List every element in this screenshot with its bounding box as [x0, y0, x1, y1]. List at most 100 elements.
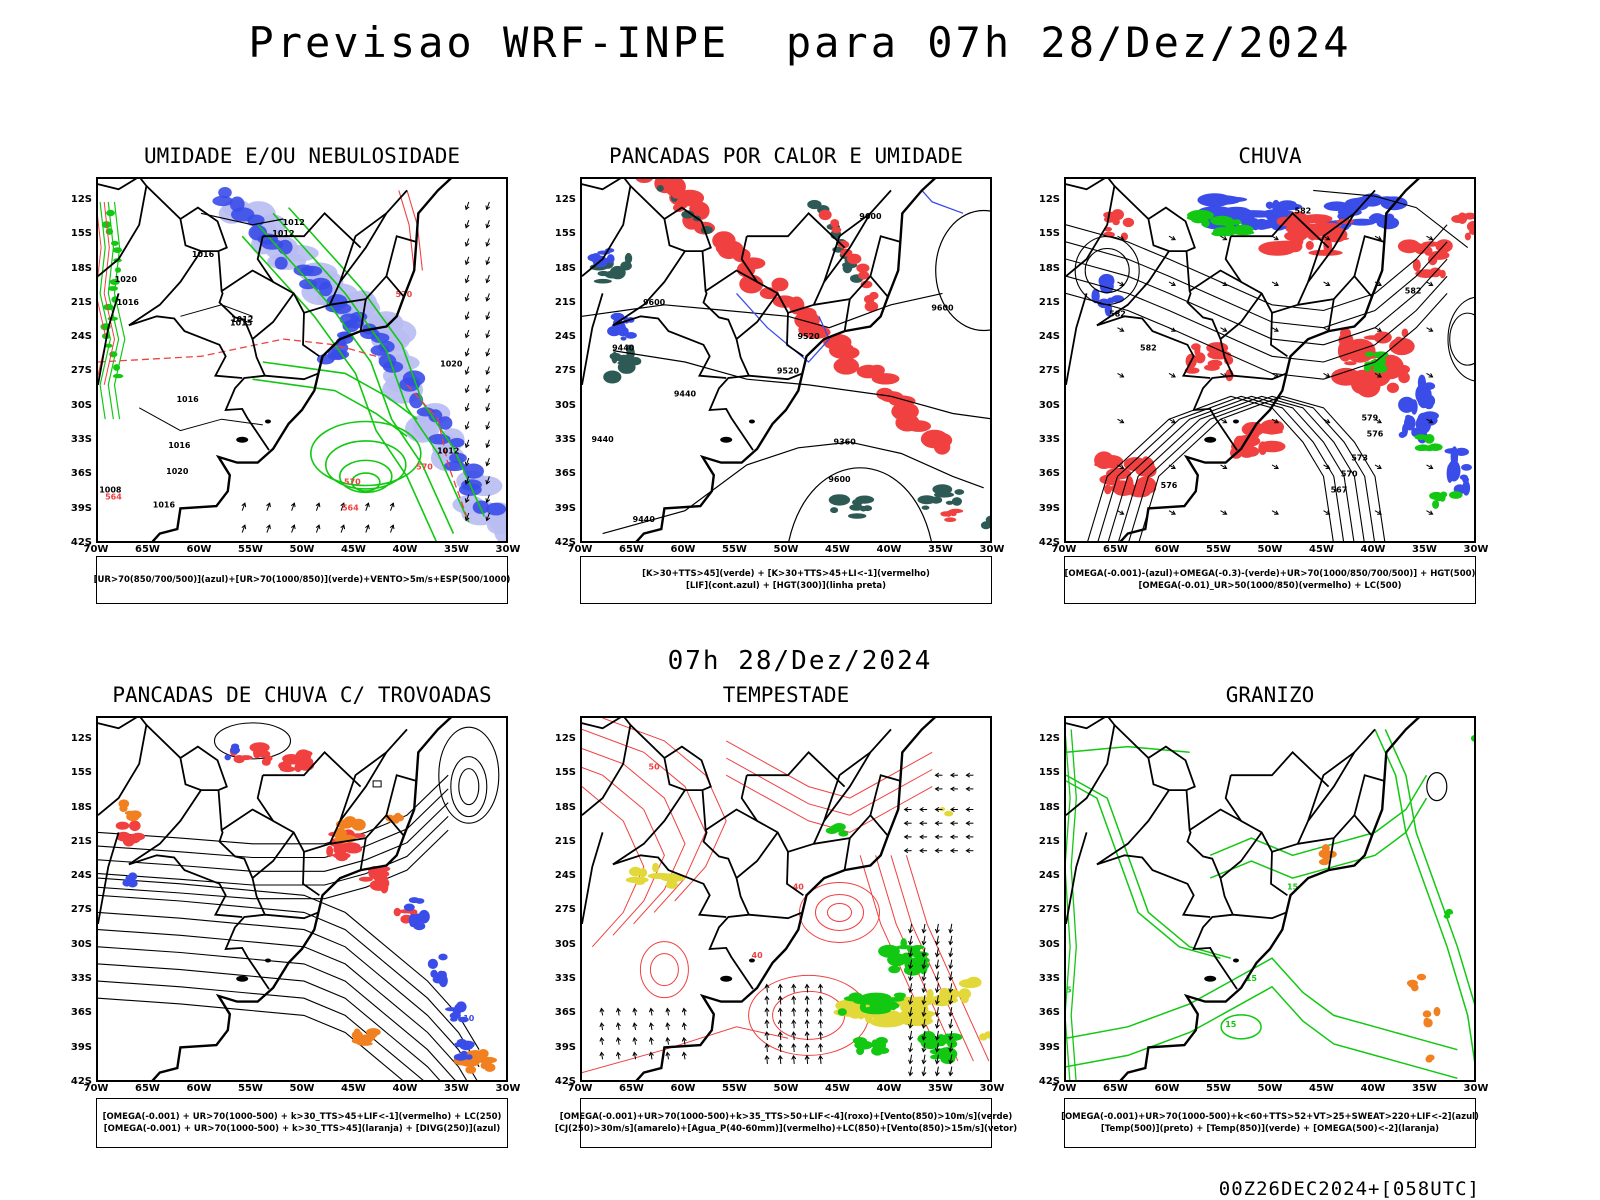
field-blob: [652, 862, 659, 873]
wind-vector: [600, 1052, 604, 1060]
field-blob: [1423, 445, 1435, 452]
latitude-label: 24S: [70, 870, 92, 882]
longitude-label: 70W: [1051, 544, 1077, 555]
wind-arrowhead: [934, 988, 940, 994]
field-blob: [846, 253, 862, 265]
border-line: [823, 751, 871, 822]
border-line: [1066, 293, 1088, 386]
wind-vector: [633, 1052, 637, 1060]
border-line: [843, 274, 889, 332]
contour-line: [98, 774, 449, 845]
wind-vector: [779, 996, 782, 1005]
wind-arrowhead: [485, 351, 491, 357]
wind-arrowhead: [934, 1035, 940, 1041]
wind-vector: [486, 329, 490, 338]
longitude-label: 35W: [444, 544, 469, 555]
wind-vector: [922, 935, 926, 945]
wind-vector: [465, 457, 470, 466]
field-blob: [366, 1028, 381, 1037]
field-blob: [593, 278, 612, 284]
wind-vector: [1168, 418, 1176, 424]
wind-arrowhead: [464, 315, 470, 321]
wind-arrowhead: [934, 848, 940, 854]
wind-vector: [390, 503, 394, 511]
latitude-label: 33S: [1038, 434, 1060, 446]
wind-arrowhead: [1428, 281, 1434, 286]
wind-vector: [1323, 372, 1330, 378]
coastline: [151, 718, 453, 1080]
field-blob: [1416, 973, 1427, 981]
wind-arrowhead: [464, 498, 470, 504]
legend-text: [OMEGA(-0.001)+UR>70(1000-500)+k>35_TTS>…: [559, 1112, 1013, 1122]
wind-arrowhead: [777, 995, 783, 1001]
field-blob: [1398, 396, 1416, 413]
field-blob: [109, 279, 120, 285]
contour-label: 570: [344, 477, 361, 486]
field-blob: [954, 489, 965, 495]
field-blob: [620, 261, 632, 271]
field-blob: [1232, 219, 1242, 225]
border-line: [612, 854, 727, 918]
latitude-label: 15S: [554, 228, 576, 240]
border-line: [1096, 250, 1170, 327]
wind-arrowhead: [485, 388, 491, 394]
wind-arrowhead: [934, 964, 940, 970]
border-line: [1307, 212, 1355, 283]
field-blob: [300, 265, 323, 277]
border-line: [128, 315, 243, 379]
contour-line: [582, 748, 686, 925]
wind-arrowhead: [948, 1035, 954, 1041]
legend-text: [K>30+TTS>45](verde) + [K>30+TTS>45+LI<-…: [642, 569, 930, 579]
wind-arrowhead: [507, 498, 509, 502]
field-blob: [1471, 736, 1474, 742]
wind-arrowhead: [934, 1059, 940, 1065]
wind-vector: [507, 202, 508, 210]
border-line: [1270, 312, 1288, 358]
wind-arrowhead: [903, 848, 909, 854]
wind-vector: [949, 1007, 953, 1017]
contour-label: 9440: [633, 515, 656, 524]
field-blob: [393, 907, 401, 917]
wind-arrowhead: [365, 502, 370, 508]
border-line: [786, 851, 804, 897]
field-blob: [666, 880, 678, 889]
lagoon: [1204, 975, 1217, 982]
wind-arrowhead: [464, 241, 470, 247]
field-blob: [449, 1012, 461, 1020]
longitude-label: 55W: [238, 1083, 263, 1094]
field-blob: [449, 437, 465, 448]
field-blob: [625, 876, 649, 884]
wind-arrowhead: [464, 333, 470, 339]
field-blob: [1414, 434, 1428, 440]
wind-vector: [922, 971, 926, 981]
field-blob: [1459, 474, 1468, 481]
map-canvas: 15 15 15 15: [1066, 718, 1474, 1080]
wind-arrowhead: [615, 1051, 621, 1057]
wind-vector: [650, 1008, 653, 1016]
wind-arrowhead: [507, 462, 509, 466]
wind-arrowhead: [1325, 464, 1331, 469]
border-line: [1307, 751, 1355, 822]
wind-vector: [266, 524, 271, 533]
wind-arrowhead: [485, 424, 491, 430]
contour-label: 9440: [591, 435, 614, 444]
wind-vector: [486, 201, 490, 210]
field-blob: [254, 750, 271, 758]
field-blob: [893, 992, 906, 998]
field-blob: [1417, 374, 1426, 391]
wind-arrowhead: [804, 1031, 810, 1036]
latitude-label: 42S: [554, 537, 576, 548]
contour-label: 1012: [437, 447, 459, 456]
field-blob: [1318, 849, 1332, 859]
field-blob: [871, 996, 878, 1003]
contour-label: 9440: [612, 344, 635, 353]
border-line: [385, 235, 417, 277]
wind-vector: [1426, 281, 1433, 286]
contour-line: [1118, 395, 1365, 541]
wind-arrowhead: [919, 834, 924, 840]
border-line: [746, 212, 846, 249]
wind-vector: [1220, 327, 1227, 332]
wind-arrowhead: [632, 1036, 638, 1042]
wind-arrowhead: [908, 952, 914, 958]
latitude-label: 21S: [1038, 835, 1060, 847]
